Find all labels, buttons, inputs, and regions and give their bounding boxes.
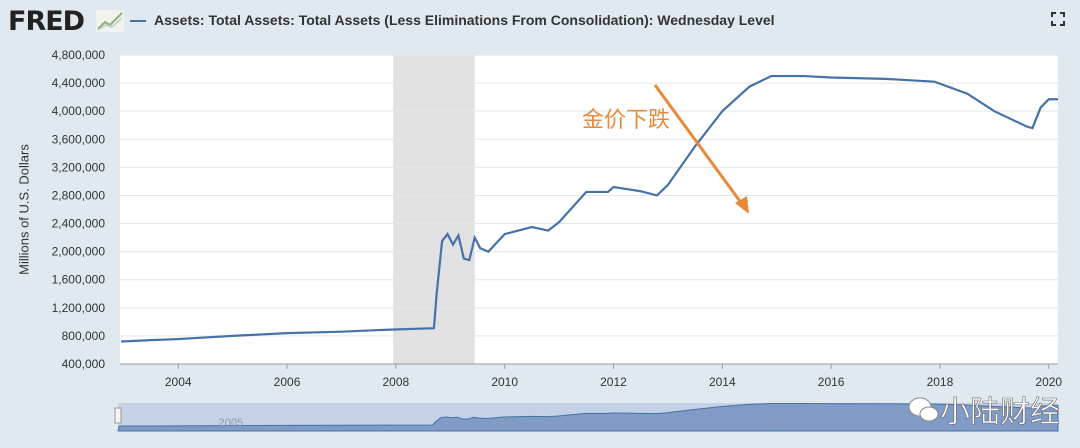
- y-tick-label: 4,400,000: [52, 76, 106, 90]
- y-tick-label: 2,800,000: [52, 188, 106, 202]
- x-tick-label: 2006: [274, 375, 301, 389]
- watermark: 小陆财经: [940, 396, 1060, 429]
- y-tick-label: 1,200,000: [52, 301, 106, 315]
- y-tick-label: 3,600,000: [52, 132, 106, 146]
- y-tick-label: 800,000: [62, 329, 106, 343]
- chart-title: Assets: Total Assets: Total Assets (Less…: [154, 12, 775, 28]
- x-tick-label: 2004: [165, 375, 192, 389]
- y-tick-label: 3,200,000: [52, 160, 106, 174]
- navigator-label: 2010: [491, 417, 515, 429]
- y-tick-label: 4,000,000: [52, 104, 106, 118]
- x-tick-label: 2020: [1035, 375, 1062, 389]
- navigator-label: 2015: [764, 417, 788, 429]
- x-tick-label: 2008: [382, 375, 409, 389]
- navigator-label: 2005: [219, 417, 243, 429]
- fred-logo[interactable]: FRED: [8, 6, 85, 37]
- wechat-icon: [908, 397, 939, 422]
- y-tick-label: 2,400,000: [52, 217, 106, 231]
- series-line: [121, 74, 1058, 343]
- annotation-text: 金价下跌: [582, 107, 670, 132]
- y-tick-label: 1,600,000: [52, 273, 106, 287]
- x-tick-label: 2018: [927, 375, 954, 389]
- y-tick-label: 4,800,000: [52, 48, 106, 62]
- navigator-area: [117, 403, 1059, 432]
- legend-line-icon: [130, 20, 146, 23]
- recession-shading: [393, 55, 475, 364]
- annotation: 金价下跌: [582, 84, 749, 214]
- chart-logo-icon: [96, 10, 124, 32]
- x-tick-label: 2010: [491, 375, 518, 389]
- plot-area: [120, 55, 1058, 364]
- navigator[interactable]: 2005 2010 2015: [114, 403, 1059, 432]
- y-tick-label: 2,000,000: [52, 245, 106, 259]
- x-tick-label: 2014: [709, 375, 736, 389]
- y-tick-label: 400,000: [62, 357, 106, 371]
- chart-title-wrap: Assets: Total Assets: Total Assets (Less…: [130, 12, 775, 28]
- expand-icon[interactable]: [1051, 12, 1065, 26]
- navigator-handle[interactable]: [114, 407, 122, 424]
- x-tick-label: 2016: [818, 375, 845, 389]
- x-tick-label: 2012: [600, 375, 627, 389]
